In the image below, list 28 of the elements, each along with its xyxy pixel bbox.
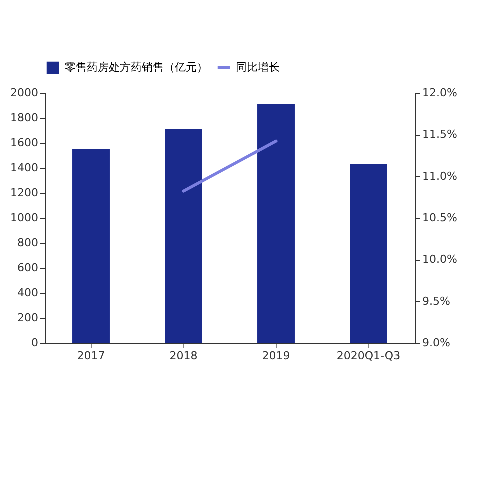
y-tick-label: 1000 xyxy=(10,212,38,224)
x-tick-label: 2017 xyxy=(77,350,106,362)
y2-tick-label: 9.0% xyxy=(422,336,450,350)
x-tick-label: 2019 xyxy=(262,350,290,362)
y-tick-label: 0 xyxy=(32,336,38,350)
y2-tick-label: 11.0% xyxy=(422,170,458,183)
y2-tick-label: 10.5% xyxy=(422,212,458,224)
y-tick-label: 1800 xyxy=(10,112,38,124)
y-tick-label: 800 xyxy=(18,236,38,250)
y-tick-label: 200 xyxy=(18,312,38,324)
x-tick-label: 2020Q1-Q3 xyxy=(336,350,401,362)
bar xyxy=(72,149,110,343)
y-tick-label: 1400 xyxy=(10,162,38,174)
y-tick-label: 1200 xyxy=(10,186,38,200)
y-tick-label: 600 xyxy=(18,262,38,274)
bar xyxy=(165,129,202,343)
bar xyxy=(258,104,295,343)
y2-tick-label: 11.5% xyxy=(422,128,458,142)
y2-tick-label: 9.5% xyxy=(422,294,450,308)
y2-tick-label: 10.0% xyxy=(422,253,458,266)
y2-tick-label: 12.0% xyxy=(422,86,458,100)
y-tick-label: 2000 xyxy=(10,86,38,100)
bar xyxy=(350,164,388,343)
y-tick-label: 400 xyxy=(18,286,38,300)
legend-label: 同比增长 xyxy=(236,61,280,74)
y-tick-label: 1600 xyxy=(10,136,38,150)
x-tick-label: 2018 xyxy=(170,350,198,362)
legend-label: 零售药房处方药销售（亿元） xyxy=(65,61,208,74)
